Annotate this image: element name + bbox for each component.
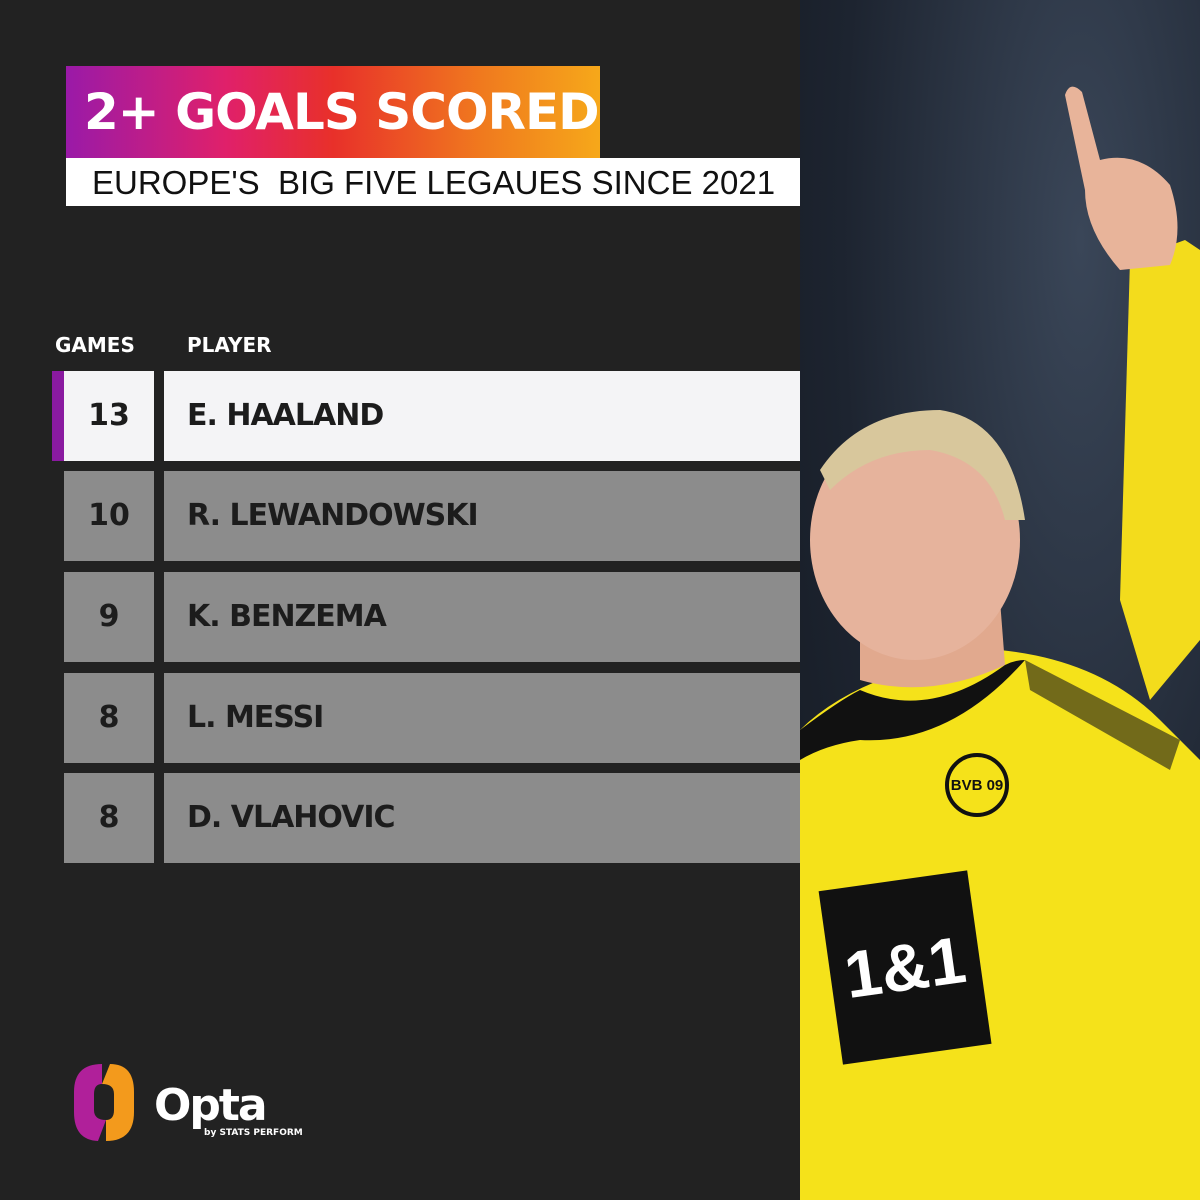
logo-tagline: by STATS PERFORM — [204, 1128, 303, 1138]
table-row: 10 R. LEWANDOWSKI — [64, 471, 800, 561]
highlight-accent — [52, 371, 64, 461]
table-row: 8 D. VLAHOVIC — [64, 773, 800, 863]
games-cell: 8 — [64, 773, 154, 863]
player-cell: E. HAALAND — [164, 371, 800, 461]
column-header-player: PLAYER — [187, 333, 272, 357]
club-crest-icon: BVB 09 — [945, 753, 1009, 817]
column-header-games: GAMES — [55, 333, 135, 357]
club-crest-text: BVB 09 — [951, 777, 1004, 794]
player-cell: R. LEWANDOWSKI — [164, 471, 800, 561]
table-row: 8 L. MESSI — [64, 673, 800, 763]
page-subtitle: EUROPE'S BIG FIVE LEGAUES SINCE 2021 — [66, 158, 815, 206]
games-cell: 8 — [64, 673, 154, 763]
player-cell: L. MESSI — [164, 673, 800, 763]
player-cell: K. BENZEMA — [164, 572, 800, 662]
player-photo: BVB 09 1&1 — [800, 0, 1200, 1200]
page-title: 2+ GOALS SCORED — [66, 66, 600, 158]
table-row: 13 E. HAALAND — [52, 371, 800, 461]
player-cell: D. VLAHOVIC — [164, 773, 800, 863]
opta-logo: Opta by STATS PERFORM — [72, 1062, 312, 1148]
table-row: 9 K. BENZEMA — [64, 572, 800, 662]
games-cell: 10 — [64, 471, 154, 561]
games-cell: 9 — [64, 572, 154, 662]
games-cell: 13 — [64, 371, 154, 461]
logo-wordmark: Opta — [154, 1080, 266, 1131]
sponsor-text: 1&1 — [840, 922, 970, 1012]
